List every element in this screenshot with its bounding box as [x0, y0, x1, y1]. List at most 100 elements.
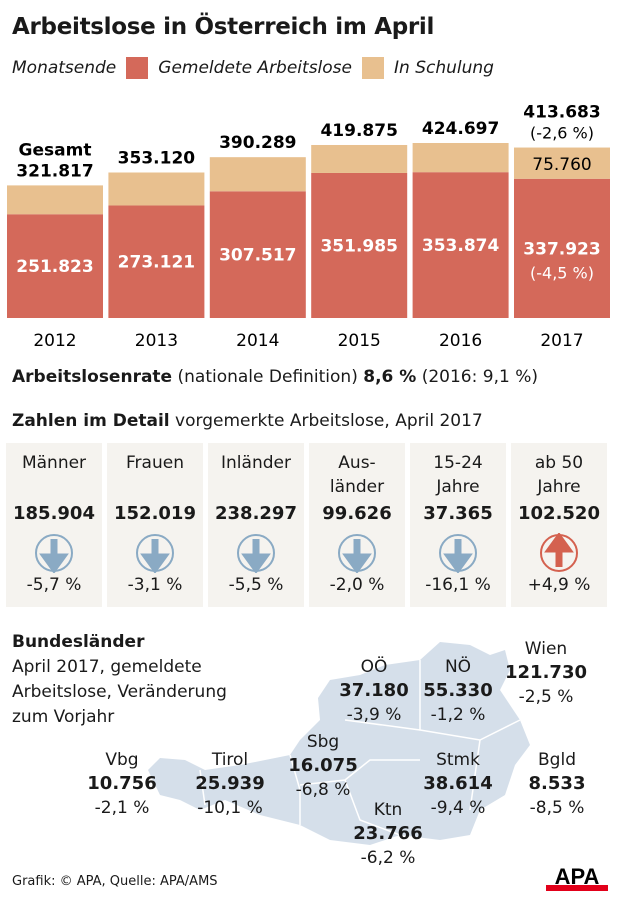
label-gemeldet: 351.985 — [320, 236, 397, 256]
region-sbg: Sbg 16.075 -6,8 % — [288, 730, 357, 802]
bar-schulung — [514, 147, 610, 179]
bar-schulung — [108, 172, 205, 206]
label-total: 424.697 — [422, 119, 499, 139]
arrow-down-icon — [35, 534, 73, 573]
arrow-down-icon — [439, 534, 477, 573]
region-wien: Wien 121.730 -2,5 % — [505, 637, 587, 709]
legend-swatch-gemeldet — [126, 57, 149, 79]
detail-title: Zahlen im Detail — [12, 411, 170, 431]
detail-box: Frauen 152.019 -3,1 % — [107, 443, 203, 607]
region-oö: OÖ 37.180 -3,9 % — [339, 655, 408, 727]
box-value: 102.520 — [518, 503, 600, 524]
svg-text:APA: APA — [555, 864, 600, 889]
region-change: -3,9 % — [346, 705, 402, 725]
legend: Monatsende Gemeldete Arbeitslose In Schu… — [12, 57, 494, 79]
region-change: -6,2 % — [360, 848, 416, 868]
region-change: -10,1 % — [197, 798, 263, 818]
region-name: Tirol — [211, 750, 249, 770]
detail-box: Aus-länder 99.626 -2,0 % — [309, 443, 405, 607]
box-change: -16,1 % — [425, 575, 491, 595]
label-total: 413.683 — [523, 103, 600, 123]
label-total: 353.120 — [118, 148, 196, 168]
region-value: 8.533 — [528, 773, 586, 794]
bundeslaender-title: Bundesländer — [12, 632, 145, 652]
box-value: 99.626 — [322, 503, 392, 524]
region-name: Bgld — [538, 750, 576, 770]
rate-definition: (nationale Definition) — [172, 367, 364, 387]
label-total: 321.817 — [16, 161, 93, 181]
rate-value: 8,6 % — [363, 367, 417, 387]
region-value: 10.756 — [87, 773, 157, 794]
box-label-line: Aus- — [338, 453, 376, 473]
region-name: Ktn — [373, 800, 403, 820]
box-label-line: Jahre — [436, 477, 480, 497]
arrow-down-icon — [136, 534, 174, 573]
austria-shape — [148, 642, 530, 845]
box-label: ab 50 Jahre — [511, 451, 607, 499]
region-name: Wien — [524, 639, 568, 659]
box-change: -5,7 % — [26, 575, 82, 595]
region-name: Vbg — [105, 750, 139, 770]
box-label-line: länder — [329, 477, 385, 497]
bar-gemeldet — [412, 172, 509, 318]
detail-box: ab 50 Jahre 102.520 +4,9 % — [511, 443, 607, 607]
bar-schulung — [7, 185, 103, 215]
legend-item-gemeldet: Gemeldete Arbeitslose — [158, 58, 352, 78]
box-label-line: 15-24 — [433, 453, 483, 473]
bar-gemeldet — [7, 214, 103, 318]
label-gemeldet: 251.823 — [16, 257, 93, 277]
x-tick-label: 2014 — [236, 331, 279, 351]
box-label-line: Inländer — [221, 453, 291, 473]
region-change: -8,5 % — [529, 798, 585, 818]
legend-item-schulung: In Schulung — [394, 58, 494, 78]
box-label-line: ab 50 — [534, 453, 584, 473]
x-tick-label: 2012 — [33, 331, 76, 351]
region-tirol: Tirol 25.939 -10,1 % — [195, 748, 264, 820]
label-gemeldet: 353.874 — [422, 236, 500, 256]
label-total: 390.289 — [219, 133, 296, 153]
rate-label: Arbeitslosenrate — [12, 367, 173, 387]
region-value: 37.180 — [339, 680, 409, 701]
box-change: -5,5 % — [228, 575, 284, 595]
box-change: -2,0 % — [329, 575, 385, 595]
detail-subtitle: vorgemerkte Arbeitslose, April 2017 — [169, 411, 483, 431]
unemployment-rate: Arbeitslosenrate (nationale Definition) … — [12, 367, 538, 387]
source-credit: Grafik: © APA, Quelle: APA/AMS — [12, 874, 218, 889]
region-nö: NÖ 55.330 -1,2 % — [423, 655, 492, 727]
region-name: OÖ — [360, 657, 388, 677]
detail-box: Inländer 238.297 -5,5 % — [208, 443, 304, 607]
detail-box: Männer 185.904 -5,7 % — [6, 443, 102, 607]
region-name: Stmk — [436, 750, 480, 770]
region-change: -2,5 % — [518, 687, 574, 707]
bar-gemeldet — [514, 178, 610, 318]
region-bgld: Bgld 8.533 -8,5 % — [529, 748, 586, 820]
region-change: -6,8 % — [295, 780, 351, 800]
region-change: -2,1 % — [94, 798, 150, 818]
bar-gemeldet — [209, 191, 306, 318]
detail-boxes: Männer 185.904 -5,7 % Frauen 152.019 -3,1 %… — [6, 443, 607, 607]
box-value: 185.904 — [13, 503, 95, 524]
label-gemeldet: 273.121 — [118, 253, 195, 273]
subtitle-line: Arbeitslose, Veränderung — [12, 682, 227, 702]
total-change: (-2,6 %) — [530, 124, 594, 143]
region-vbg: Vbg 10.756 -2,1 % — [87, 748, 156, 820]
subtitle-line: zum Vorjahr — [12, 707, 115, 727]
x-tick-label: 2013 — [135, 331, 178, 351]
detail-heading: Zahlen im Detail vorgemerkte Arbeitslose… — [12, 411, 483, 431]
box-value: 37.365 — [423, 503, 493, 524]
bundeslaender-legend: Bundesländer April 2017, gemeldete Arbei… — [12, 630, 227, 730]
state-borders — [199, 660, 521, 836]
label-gesamt: Gesamt — [19, 140, 92, 160]
arrow-down-icon — [338, 534, 376, 573]
box-label: Aus-länder — [309, 451, 405, 499]
label-gemeldet: 337.923 — [523, 239, 600, 259]
label-gemeldet: 307.517 — [219, 246, 296, 266]
region-value: 121.730 — [505, 662, 587, 683]
box-change: -3,1 % — [127, 575, 183, 595]
legend-swatch-schulung — [362, 57, 384, 79]
bar-schulung — [412, 143, 509, 173]
box-label-line: Männer — [21, 453, 87, 473]
austria-map — [148, 642, 530, 845]
region-stmk: Stmk 38.614 -9,4 % — [423, 748, 492, 820]
